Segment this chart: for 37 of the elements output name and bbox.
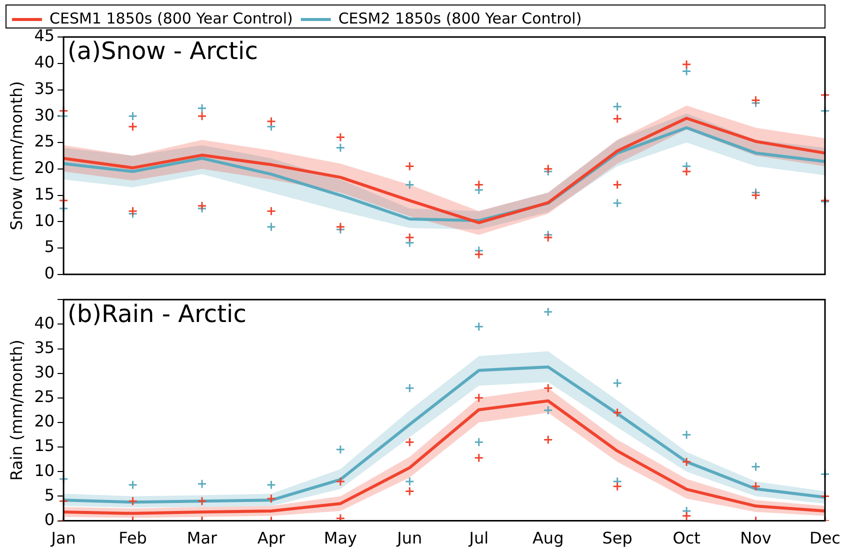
- chart-title: (a)Snow - Arctic: [68, 37, 258, 66]
- y-tick-label: 10: [34, 460, 55, 480]
- x-tick-label: Aug: [532, 528, 564, 548]
- y-tick-label: 15: [34, 436, 55, 456]
- x-tick-label: Jan: [50, 528, 76, 548]
- y-tick-label: 10: [34, 210, 55, 230]
- x-tick-label: Feb: [118, 528, 147, 548]
- x-tick-label: Sep: [602, 528, 632, 548]
- x-tick-label: Oct: [672, 528, 700, 548]
- y-tick-label: 25: [34, 387, 55, 406]
- legend-label: CESM1 1850s (800 Year Control): [50, 9, 293, 28]
- x-tick-label: May: [324, 528, 357, 548]
- chart-title: (b)Rain - Arctic: [68, 300, 246, 328]
- x-tick-label: Mar: [186, 528, 218, 548]
- x-tick-label: Jun: [396, 528, 422, 548]
- legend-label: CESM2 1850s (800 Year Control): [338, 9, 582, 28]
- y-tick-label: 0: [44, 510, 55, 529]
- y-tick-label: 20: [34, 158, 55, 178]
- y-tick-label: 35: [34, 338, 55, 357]
- x-tick-label: Nov: [740, 528, 772, 548]
- y-tick-label: 0: [44, 264, 55, 283]
- y-tick-label: 5: [44, 485, 55, 504]
- y-tick-label: 15: [34, 184, 55, 204]
- y-tick-label: 30: [34, 105, 55, 124]
- y-tick-label: 40: [34, 313, 55, 332]
- y-tick-label: 35: [34, 78, 55, 98]
- y-tick-label: 20: [34, 412, 55, 431]
- y-axis-title: Snow (mm/month): [6, 81, 26, 230]
- y-tick-label: 25: [34, 132, 55, 151]
- y-tick-label: 40: [34, 52, 55, 72]
- y-tick-label: 5: [44, 237, 55, 256]
- y-tick-label: 30: [34, 362, 55, 382]
- y-axis-title: Rain (mm/month): [6, 340, 26, 481]
- x-tick-label: Apr: [257, 528, 286, 548]
- y-tick-label: 45: [34, 26, 55, 46]
- x-tick-label: Dec: [810, 528, 840, 548]
- x-tick-label: Jul: [468, 528, 489, 548]
